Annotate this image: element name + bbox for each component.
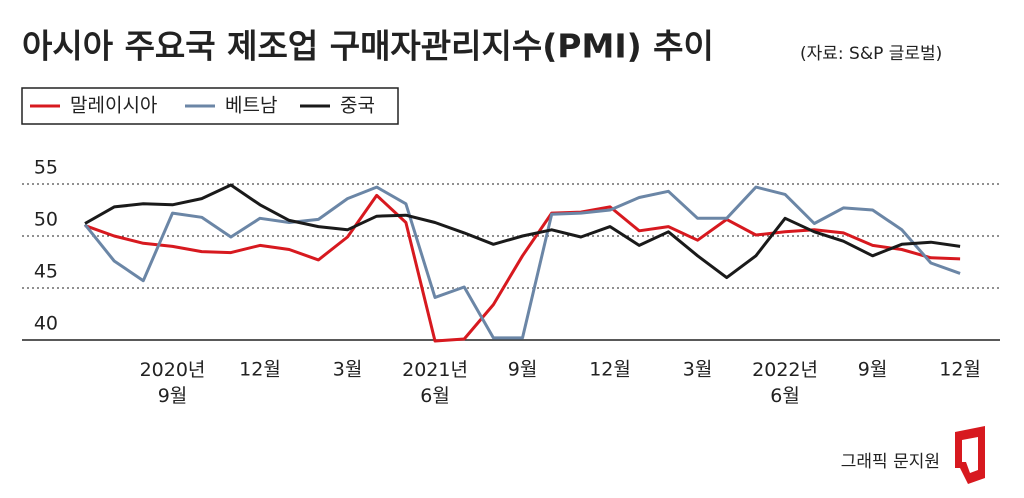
legend-box [21, 87, 399, 125]
x-tick-label: 9월 [858, 359, 888, 381]
series-line [84, 193, 961, 343]
legend-label: 말레이시아 [70, 95, 157, 117]
y-tick-label: 55 [34, 157, 58, 179]
y-tick-label: 45 [34, 261, 58, 283]
chart-title: 아시아 주요국 제조업 구매자관리지수(PMI) 추이 [22, 27, 714, 66]
logo-inner [962, 437, 978, 473]
x-tick-label: 2021년 6월 [402, 359, 468, 407]
x-tick-label: 9월 [508, 359, 538, 381]
y-tick-label: 50 [34, 209, 58, 231]
x-tick-label: 3월 [683, 359, 713, 381]
x-tick-label: 2020년 9월 [140, 359, 206, 407]
x-tick-label: 12월 [589, 359, 631, 381]
y-tick-label: 40 [34, 313, 58, 335]
x-tick-label: 3월 [333, 359, 363, 381]
x-tick-label: 2022년 6월 [752, 359, 818, 407]
series-line [84, 183, 961, 280]
legend-label: 중국 [340, 95, 375, 117]
legend-label: 베트남 [225, 95, 277, 117]
source: (자료: S&P 글로벌) [800, 44, 942, 64]
x-tick-label: 12월 [939, 359, 981, 381]
series-line [83, 185, 961, 340]
credit: 그래픽 문지원 [841, 452, 940, 472]
x-tick-label: 12월 [239, 359, 281, 381]
